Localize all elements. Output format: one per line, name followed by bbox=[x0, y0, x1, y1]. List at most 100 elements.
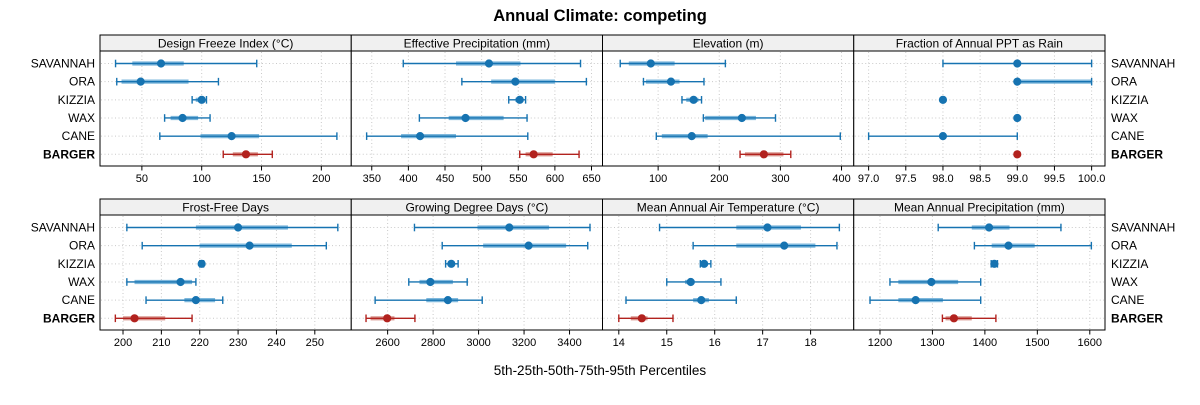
axis-tick-label: 350 bbox=[363, 173, 381, 185]
median-dot bbox=[443, 296, 452, 305]
percentile-row-wax bbox=[163, 113, 211, 123]
percentile-row-cane bbox=[625, 296, 737, 305]
panel-elevation-m-: Elevation (m) 100 200 300 400 bbox=[602, 34, 855, 185]
axis-tick-label: 150 bbox=[252, 173, 270, 185]
site-label-left: CANE bbox=[62, 293, 95, 307]
percentile-row-cane bbox=[374, 296, 483, 305]
median-dot bbox=[700, 259, 709, 268]
median-dot bbox=[178, 113, 187, 123]
panel-border bbox=[853, 214, 1106, 331]
panel-bg bbox=[351, 51, 603, 166]
axis-tick-label: 600 bbox=[546, 173, 564, 185]
panel-bg bbox=[100, 51, 352, 166]
site-label-right: BARGER bbox=[1111, 147, 1163, 161]
percentile-row-barger bbox=[1013, 150, 1022, 159]
site-label-left: BARGER bbox=[43, 147, 95, 161]
median-dot bbox=[689, 95, 698, 104]
percentile-row-wax bbox=[418, 113, 528, 123]
axis-tick-label: 200 bbox=[114, 337, 132, 349]
percentile-row-savannah bbox=[126, 223, 339, 232]
axis-tick-label: 2800 bbox=[421, 337, 445, 349]
percentile-row-ora bbox=[642, 77, 705, 86]
median-dot bbox=[1013, 59, 1022, 68]
site-label-right: KIZZIA bbox=[1111, 93, 1148, 107]
axis-tick-label: 1200 bbox=[868, 337, 892, 349]
median-dot bbox=[511, 77, 520, 86]
axis-tick-label: 210 bbox=[152, 337, 170, 349]
x-axis-caption: 5th-25th-50th-75th-95th Percentiles bbox=[494, 363, 707, 378]
median-dot bbox=[646, 59, 655, 68]
median-dot bbox=[505, 223, 514, 232]
axis-tick-label: 99.5 bbox=[1044, 173, 1065, 185]
strip-title: Frost-Free Days bbox=[182, 201, 269, 215]
panel-bg bbox=[351, 215, 603, 330]
median-dot bbox=[686, 277, 695, 287]
median-dot bbox=[1013, 113, 1022, 123]
site-label-right: CANE bbox=[1111, 293, 1144, 307]
axis-tick-label: 550 bbox=[509, 173, 527, 185]
axis-tick-label: 100 bbox=[649, 173, 667, 185]
median-dot bbox=[759, 150, 768, 159]
percentile-row-wax bbox=[666, 277, 722, 287]
percentile-row-ora bbox=[973, 241, 1093, 250]
median-dot bbox=[515, 95, 524, 104]
site-label-right: BARGER bbox=[1111, 311, 1163, 325]
site-label-left: ORA bbox=[69, 75, 95, 89]
axis-tick-label: 1600 bbox=[1078, 337, 1102, 349]
panel-bg bbox=[853, 51, 1105, 166]
panel-design-freeze-index-c-: Design Freeze Index (°C) 50 100 150 200 bbox=[99, 34, 352, 185]
percentile-row-wax bbox=[408, 277, 468, 287]
percentile-row-kizzia bbox=[191, 95, 208, 104]
median-dot bbox=[687, 132, 696, 141]
percentile-row-cane bbox=[159, 132, 338, 141]
axis-tick-label: 98.5 bbox=[969, 173, 990, 185]
percentile-row-ora bbox=[1013, 77, 1093, 86]
median-dot bbox=[176, 277, 185, 287]
panel-grid: Design Freeze Index (°C) 50 100 150 200 Effec… bbox=[31, 34, 1175, 349]
strip-title: Mean Annual Air Temperature (°C) bbox=[637, 201, 820, 215]
site-label-right: SAVANNAH bbox=[1111, 57, 1175, 71]
median-dot bbox=[666, 77, 676, 86]
site-label-left: WAX bbox=[68, 111, 95, 125]
percentile-row-cane bbox=[867, 132, 1018, 141]
site-label-right: WAX bbox=[1111, 111, 1138, 125]
median-dot bbox=[426, 277, 435, 287]
axis-tick-label: 230 bbox=[229, 337, 247, 349]
axis-tick-label: 100.0 bbox=[1078, 173, 1106, 185]
axis-tick-label: 200 bbox=[312, 173, 330, 185]
panel-growing-degree-days-c-: Growing Degree Days (°C) 2600 2800 3000 3200… bbox=[350, 198, 603, 349]
axis-tick-label: 250 bbox=[306, 337, 324, 349]
percentile-row-barger bbox=[114, 314, 193, 323]
site-label-left: BARGER bbox=[43, 311, 95, 325]
median-dot bbox=[737, 113, 746, 123]
axis-tick-label: 99.0 bbox=[1007, 173, 1028, 185]
strip-title: Fraction of Annual PPT as Rain bbox=[896, 37, 1063, 51]
panel-mean-annual-air-temperature-c-: Mean Annual Air Temperature (°C) 14 15 16 17… bbox=[602, 198, 855, 349]
percentile-row-ora bbox=[461, 77, 588, 86]
panel-effective-precipitation-mm-: Effective Precipitation (mm) 350 400 450 500… bbox=[350, 34, 603, 185]
strip-title: Mean Annual Precipitation (mm) bbox=[894, 201, 1065, 215]
percentile-row-ora bbox=[141, 241, 328, 250]
axis-tick-label: 17 bbox=[757, 337, 769, 349]
median-dot bbox=[416, 132, 425, 141]
strip-title: Elevation (m) bbox=[693, 37, 764, 51]
median-dot bbox=[763, 223, 772, 232]
axis-tick-label: 2600 bbox=[375, 337, 399, 349]
median-dot bbox=[383, 314, 392, 323]
median-dot bbox=[938, 132, 948, 141]
median-dot bbox=[447, 259, 456, 268]
median-dot bbox=[984, 223, 994, 232]
axis-tick-label: 1300 bbox=[920, 337, 944, 349]
axis-tick-label: 1500 bbox=[1025, 337, 1049, 349]
percentile-row-savannah bbox=[413, 223, 591, 232]
axis-tick-label: 18 bbox=[804, 337, 816, 349]
percentile-row-cane bbox=[655, 132, 842, 141]
site-label-left: KIZZIA bbox=[58, 257, 95, 271]
median-dot bbox=[197, 259, 206, 268]
percentile-row-barger bbox=[941, 314, 997, 323]
panel-border bbox=[853, 50, 1106, 167]
percentile-row-kizzia bbox=[990, 259, 999, 268]
axis-tick-label: 220 bbox=[191, 337, 209, 349]
percentile-row-barger bbox=[618, 314, 674, 323]
median-dot bbox=[524, 241, 533, 250]
